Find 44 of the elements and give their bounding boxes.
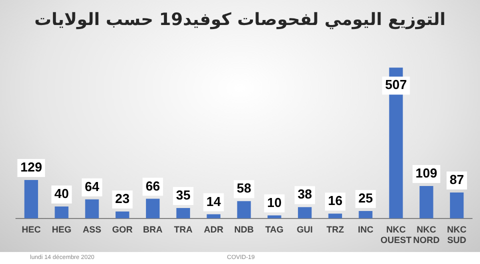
data-label: 38 bbox=[298, 186, 312, 202]
x-tick-label: HEG bbox=[52, 224, 72, 234]
bar bbox=[328, 214, 342, 218]
x-tick-label: TAG bbox=[265, 224, 284, 234]
data-label: 23 bbox=[115, 191, 130, 206]
x-tick-label: NKC NORD bbox=[413, 224, 440, 246]
data-label: 35 bbox=[176, 188, 190, 203]
bar bbox=[85, 199, 99, 218]
x-tick-label: TRZ bbox=[326, 224, 344, 234]
bar bbox=[54, 206, 68, 218]
data-label: 109 bbox=[416, 166, 438, 181]
bar bbox=[176, 208, 190, 218]
data-label: 507 bbox=[385, 77, 407, 92]
data-label: 129 bbox=[20, 160, 42, 175]
bar bbox=[206, 214, 220, 218]
bar bbox=[146, 198, 160, 218]
bar bbox=[298, 207, 312, 218]
x-tick-label: ASS bbox=[82, 224, 102, 234]
bar bbox=[237, 201, 251, 218]
data-label: 64 bbox=[84, 178, 100, 194]
x-tick-label: NKC OUEST bbox=[380, 224, 412, 246]
bar bbox=[24, 180, 38, 218]
bar bbox=[420, 186, 434, 218]
data-label: 25 bbox=[358, 190, 373, 206]
chart-title: التوزيع اليومي لفحوصات كوفيد19 حسب الولايات bbox=[33, 10, 447, 30]
x-tick-label: TRA bbox=[174, 224, 193, 234]
data-label: 87 bbox=[450, 172, 464, 188]
x-tick-label: INC bbox=[358, 224, 374, 234]
data-label: 16 bbox=[328, 193, 342, 208]
x-tick-label: GOR bbox=[112, 224, 134, 234]
x-tick-label: GUI bbox=[296, 224, 313, 234]
data-label: 58 bbox=[236, 180, 252, 196]
x-tick-label: ADR bbox=[204, 224, 224, 234]
bar bbox=[358, 210, 372, 218]
data-label: 10 bbox=[267, 195, 282, 210]
data-label: 40 bbox=[54, 186, 69, 202]
x-tick-label: NDB bbox=[234, 224, 254, 234]
bar bbox=[116, 212, 130, 218]
data-label: 14 bbox=[206, 194, 222, 209]
x-tick-label: NKC SUD bbox=[447, 224, 468, 246]
x-tick-label: HEC bbox=[22, 224, 42, 234]
data-label: 66 bbox=[146, 178, 160, 194]
x-tick-label: BRA bbox=[143, 224, 164, 234]
bar bbox=[450, 192, 464, 218]
